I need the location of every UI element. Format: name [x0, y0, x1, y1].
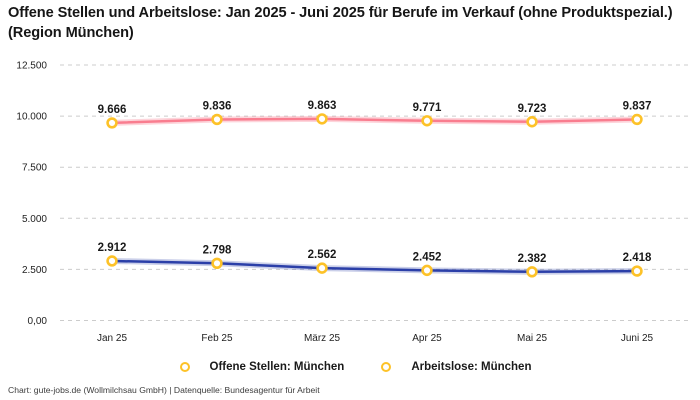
data-point-label: 9.863: [308, 100, 337, 112]
line-chart: 0,00 2.500 5.000 7.500 10.000 12.500 Jan 25 Feb…: [16, 61, 688, 344]
legend-item-offene-stellen: Offene Stellen: München: [169, 361, 345, 373]
data-point-marker: [526, 266, 538, 278]
y-axis-tick-label: 0,00: [28, 316, 48, 327]
x-axis-tick-label: Juni 25: [621, 333, 654, 344]
data-point-label: 9.771: [413, 102, 442, 114]
data-point-marker: [211, 257, 223, 270]
data-point-label: 2.452: [413, 251, 442, 263]
x-axis-tick-label: März 25: [304, 333, 341, 344]
data-point-label: 9.723: [518, 103, 547, 115]
y-axis-tick-label: 5.000: [22, 214, 47, 225]
chart-title: Offene Stellen und Arbeitslose: Jan 2025…: [8, 5, 673, 42]
data-point-marker: [421, 115, 433, 127]
legend-ring-icon: [381, 362, 392, 372]
data-point-label: 2.912: [98, 242, 127, 254]
data-point-label: 2.562: [308, 249, 337, 261]
legend-item-arbeitslose: Arbeitslose: München: [370, 361, 531, 373]
legend-ring-icon: [179, 362, 190, 372]
series-line: [110, 117, 639, 125]
data-point-marker: [106, 255, 118, 267]
data-point-marker: [211, 113, 223, 126]
legend-label-arbeitslose: Arbeitslose: München: [411, 361, 532, 373]
y-axis-tick-label: 7.500: [22, 163, 47, 174]
y-axis-tick-label: 2.500: [22, 265, 47, 276]
data-point-marker: [106, 117, 118, 129]
legend: Offene Stellen: München Arbeitslose: Mün…: [0, 361, 700, 373]
x-axis-tick-label: Mai 25: [517, 333, 547, 344]
data-point-marker: [316, 262, 328, 274]
x-axis-tick-label: Feb 25: [201, 333, 233, 344]
data-point-label: 9.666: [98, 104, 127, 116]
data-point-marker: [316, 113, 328, 125]
y-axis-tick-label: 12.500: [16, 61, 47, 72]
legend-label-offene-stellen: Offene Stellen: München: [209, 361, 345, 373]
data-point-label: 2.798: [203, 244, 232, 256]
y-axis-tick-label: 10.000: [16, 112, 47, 123]
x-axis-tick-label: Apr 25: [412, 333, 442, 344]
data-point-marker: [631, 113, 643, 126]
series-line: [110, 259, 639, 274]
legend-line-marker-icon-pink: [370, 362, 402, 372]
data-point-label: 9.837: [623, 100, 652, 112]
x-axis-tick-label: Jan 25: [97, 333, 127, 344]
data-point-marker: [421, 264, 433, 277]
data-point-label: 9.836: [203, 100, 232, 112]
data-point-label: 2.418: [623, 252, 652, 264]
chart-source: Chart: gute-jobs.de (Wollmilchsau GmbH) …: [8, 385, 320, 395]
legend-line-marker-icon-blue: [169, 362, 201, 372]
data-point-marker: [631, 265, 643, 277]
data-point-label: 2.382: [518, 253, 547, 265]
data-point-marker: [526, 116, 538, 128]
